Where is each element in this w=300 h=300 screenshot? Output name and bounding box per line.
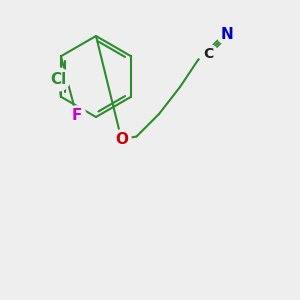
Circle shape (199, 44, 218, 64)
Text: Cl: Cl (50, 72, 67, 87)
Circle shape (47, 68, 70, 91)
Text: C: C (203, 47, 214, 61)
Circle shape (217, 25, 236, 44)
Text: N: N (220, 27, 233, 42)
Circle shape (67, 106, 86, 125)
Text: O: O (115, 132, 128, 147)
Circle shape (112, 130, 131, 149)
Text: F: F (71, 108, 82, 123)
